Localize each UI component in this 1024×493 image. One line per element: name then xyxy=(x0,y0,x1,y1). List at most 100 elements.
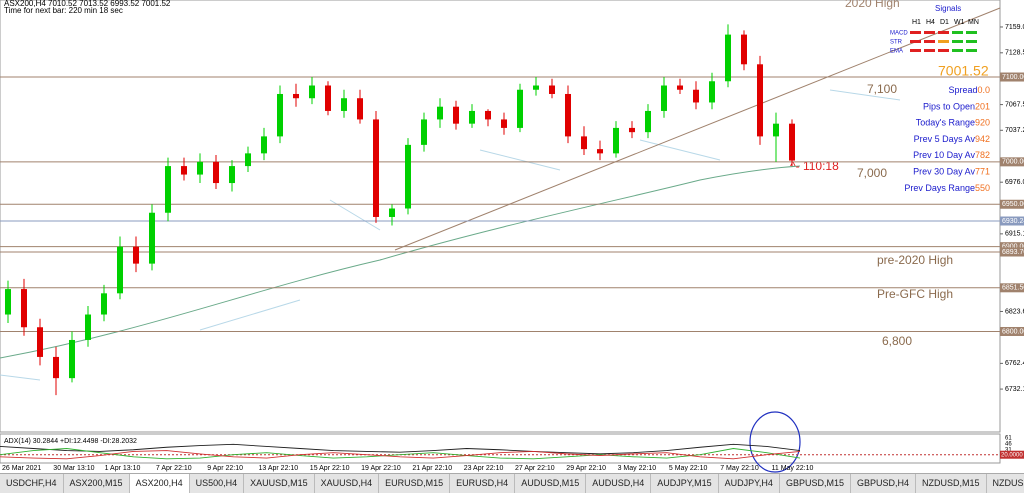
tab[interactable]: GBPUSD,M15 xyxy=(780,474,851,493)
tab[interactable]: EURUSD,M15 xyxy=(379,474,450,493)
info-row: Pips to Open201 xyxy=(923,102,990,112)
current-price: 7001.52 xyxy=(938,63,989,79)
info-label: Today's Range xyxy=(916,118,975,128)
candle-body xyxy=(213,162,219,183)
tab[interactable]: XAUUSD,M15 xyxy=(244,474,315,493)
tab[interactable]: NZDUSD,H4 xyxy=(987,474,1024,493)
info-label: Prev 5 Days Av xyxy=(914,134,976,144)
info-label: Pips to Open xyxy=(923,102,975,112)
x-tick-label: 27 Apr 22:10 xyxy=(515,465,555,472)
tab[interactable]: USDCHF,H4 xyxy=(0,474,64,493)
annotation: 7,100 xyxy=(867,82,897,96)
signal-cell xyxy=(910,40,921,43)
candle-body xyxy=(277,94,283,136)
x-tick-label: 9 Apr 22:10 xyxy=(207,465,243,472)
info-label: Prev Days Range xyxy=(904,183,975,193)
tab[interactable]: US500,H4 xyxy=(190,474,245,493)
x-tick-label: 5 May 22:10 xyxy=(669,465,708,472)
x-tick-label: 1 Apr 13:10 xyxy=(105,465,141,472)
candle-body xyxy=(165,166,171,213)
candle-body xyxy=(469,111,475,124)
tab[interactable]: NZDUSD,M15 xyxy=(916,474,987,493)
tab[interactable]: GBPUSD,H4 xyxy=(851,474,916,493)
candle-body xyxy=(5,289,11,314)
info-row: Today's Range920 xyxy=(916,118,990,128)
signal-cell xyxy=(924,49,935,52)
signal-row: STR xyxy=(890,40,903,46)
signal-cell xyxy=(952,49,963,52)
candle-body xyxy=(453,107,459,124)
candle-body xyxy=(261,136,267,153)
candle-body xyxy=(565,94,571,136)
annotation: 7,000 xyxy=(857,166,887,180)
signal-cell xyxy=(938,40,949,43)
candle-body xyxy=(197,162,203,175)
candle-body xyxy=(693,90,699,103)
x-tick-label: 3 May 22:10 xyxy=(618,465,657,472)
signal-cell xyxy=(924,40,935,43)
candle-body xyxy=(629,128,635,132)
info-value: 782 xyxy=(975,151,990,161)
signal-cell xyxy=(938,49,949,52)
level-label: 7000.00 xyxy=(1002,159,1024,166)
level-label: 6950.00 xyxy=(1002,201,1024,208)
tab[interactable]: EURUSD,H4 xyxy=(450,474,515,493)
candle-body xyxy=(501,119,507,127)
candle-body xyxy=(421,119,427,144)
info-row: Prev Days Range550 xyxy=(904,183,990,193)
y-tick-label: 7128.55 xyxy=(1005,50,1024,57)
tab[interactable]: AUDUSD,M15 xyxy=(515,474,586,493)
tab[interactable]: ASX200,M15 xyxy=(64,474,130,493)
tab[interactable]: AUDJPY,M15 xyxy=(651,474,718,493)
annotation: 2020 High xyxy=(845,0,900,10)
candle-body xyxy=(357,98,363,119)
level-label: 6893.70 xyxy=(1002,249,1024,256)
chart: ASX200,H4 7010.52 7013.52 6993.52 7001.5… xyxy=(0,0,1024,473)
x-tick-label: 29 Apr 22:10 xyxy=(566,465,606,472)
info-value: 201 xyxy=(975,102,990,112)
info-label: Spread xyxy=(948,85,977,95)
tab[interactable]: XAUUSD,H4 xyxy=(315,474,380,493)
candle-body xyxy=(53,357,59,378)
candle-body xyxy=(389,208,395,216)
tab[interactable]: AUDUSD,H4 xyxy=(586,474,651,493)
candle-body xyxy=(549,86,555,94)
signal-row: EMA xyxy=(890,49,903,55)
tab[interactable]: AUDJPY,H4 xyxy=(719,474,780,493)
candle-body xyxy=(677,86,683,90)
info-row: Prev 5 Days Av942 xyxy=(914,134,990,144)
candle-body xyxy=(229,166,235,183)
x-tick-label: 23 Apr 22:10 xyxy=(464,465,504,472)
level-label: 6800.00 xyxy=(1002,328,1024,335)
candle-body xyxy=(709,81,715,102)
signal-cell xyxy=(966,31,977,34)
candle-body xyxy=(37,327,43,357)
y-tick-label: 7159.00 xyxy=(1005,24,1024,31)
annotation: 6,800 xyxy=(882,334,912,348)
level-label: 6851.50 xyxy=(1002,285,1024,292)
candle-body xyxy=(517,90,523,128)
tab[interactable]: ASX200,H4 xyxy=(130,474,190,493)
x-tick-label: 30 Mar 13:10 xyxy=(53,465,94,472)
info-value: 550 xyxy=(975,183,990,193)
candle-body xyxy=(133,247,139,264)
header-timer: Time for next bar: 220 min 18 sec xyxy=(4,6,123,15)
level-label: 6930.24 xyxy=(1002,218,1024,225)
candle-body xyxy=(645,111,651,132)
x-tick-label: 15 Apr 22:10 xyxy=(310,465,350,472)
info-row: Prev 10 Day Av782 xyxy=(913,151,990,161)
candle-body xyxy=(533,86,539,90)
y-tick-label: 6915.10 xyxy=(1005,231,1024,238)
info-row: Prev 30 Day Av771 xyxy=(913,167,990,177)
signal-column: H4 xyxy=(926,19,935,26)
signal-cell xyxy=(910,31,921,34)
signal-cell xyxy=(966,40,977,43)
info-label: Prev 30 Day Av xyxy=(913,167,975,177)
indicator-tick-label: 46 xyxy=(1005,442,1012,448)
annotation: Pre-GFC High xyxy=(877,287,953,301)
info-value: 942 xyxy=(975,134,990,144)
candle-body xyxy=(21,289,27,327)
indicator-title: ADX(14) 30.2844 +DI:12.4498 -DI:28.2032 xyxy=(4,438,137,445)
signal-column: H1 xyxy=(912,19,921,26)
